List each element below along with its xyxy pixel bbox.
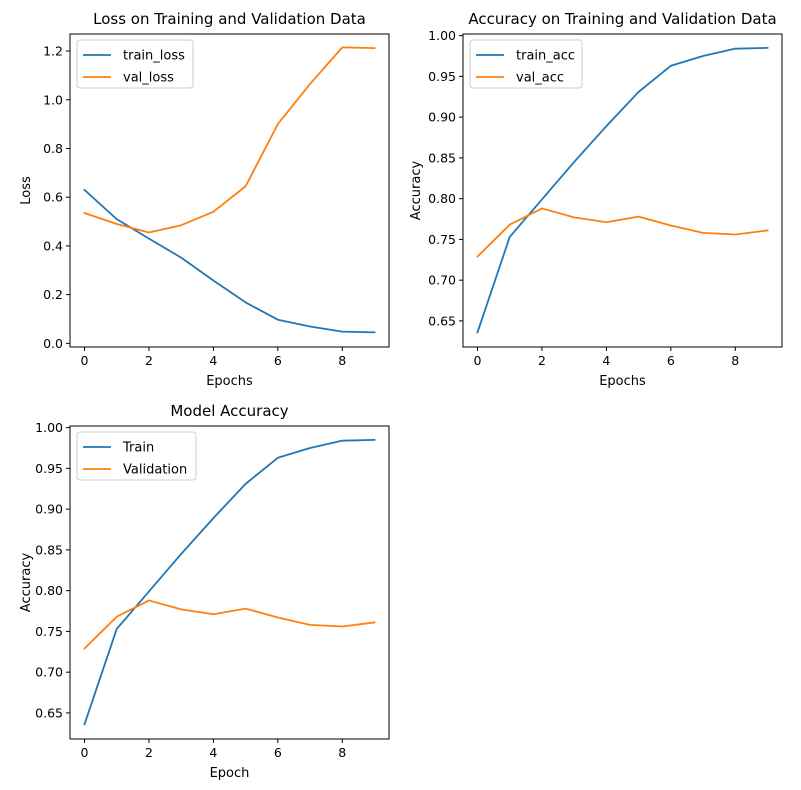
y-tick-label: 0.95 bbox=[35, 461, 63, 476]
y-tick-label: 0.85 bbox=[35, 542, 63, 557]
y-tick-label: 0.2 bbox=[43, 287, 63, 302]
x-tick-label: 0 bbox=[81, 745, 89, 760]
series-line-validation bbox=[83, 599, 376, 650]
chart-title: Accuracy on Training and Validation Data bbox=[468, 10, 776, 28]
chart-panel-2: Accuracy on Training and Validation Data… bbox=[409, 10, 783, 389]
series-line-val-loss bbox=[83, 46, 376, 234]
x-tick-label: 8 bbox=[731, 353, 739, 368]
y-tick-label: 0.75 bbox=[428, 232, 456, 247]
y-tick-label: 0.80 bbox=[428, 191, 456, 206]
y-tick-label: 1.00 bbox=[428, 28, 456, 43]
y-tick-label: 1.00 bbox=[35, 420, 63, 435]
chart-panel-3: Model Accuracy 0 2 4 6 8 0.65 0.70 0.75 0.80 0.85 0… bbox=[19, 402, 390, 781]
series-line-train bbox=[83, 438, 376, 726]
legend-box bbox=[469, 39, 583, 89]
x-tick-label: 4 bbox=[209, 353, 217, 368]
chart-title: Loss on Training and Validation Data bbox=[93, 10, 366, 28]
x-tick-label: 0 bbox=[81, 353, 89, 368]
legend-label: Validation bbox=[123, 463, 187, 478]
x-tick-label: 8 bbox=[338, 745, 346, 760]
x-tick-label: 6 bbox=[274, 745, 282, 760]
y-tick-label: 1.2 bbox=[43, 44, 63, 59]
legend-label: Train bbox=[122, 441, 154, 456]
y-tick-label: 0.8 bbox=[43, 141, 63, 156]
legend-box bbox=[76, 431, 197, 481]
y-tick-label: 0.90 bbox=[428, 110, 456, 125]
plot-frame bbox=[69, 425, 390, 740]
plot-frame bbox=[462, 33, 783, 348]
chart-title: Model Accuracy bbox=[170, 402, 288, 420]
x-axis-label: Epochs bbox=[599, 374, 646, 389]
plot-frame bbox=[69, 33, 390, 348]
y-tick-label: 0.6 bbox=[43, 190, 63, 205]
legend-label: train_acc bbox=[516, 49, 575, 64]
series-line-val-acc bbox=[476, 207, 769, 258]
x-axis-label: Epoch bbox=[210, 766, 250, 781]
y-tick-label: 1.0 bbox=[43, 92, 63, 107]
legend-box bbox=[76, 39, 194, 89]
y-tick-label: 0.75 bbox=[35, 624, 63, 639]
legend: train_acc val_acc bbox=[469, 39, 583, 89]
y-tick-label: 0.90 bbox=[35, 502, 63, 517]
y-tick-label: 0.85 bbox=[428, 150, 456, 165]
x-tick-label: 4 bbox=[209, 745, 217, 760]
x-axis-label: Epochs bbox=[206, 374, 253, 389]
legend-label: train_loss bbox=[123, 49, 185, 64]
x-tick-label: 2 bbox=[145, 745, 153, 760]
y-tick-label: 0.95 bbox=[428, 69, 456, 84]
y-tick-label: 0.80 bbox=[35, 583, 63, 598]
legend-label: val_loss bbox=[123, 71, 174, 86]
chart-panel-1: Loss on Training and Validation Data 0 2 4 6… bbox=[19, 10, 390, 389]
y-tick-label: 0.65 bbox=[428, 313, 456, 328]
y-axis-label: Accuracy bbox=[409, 161, 424, 221]
series-line-train-acc bbox=[476, 46, 769, 334]
legend: train_loss val_loss bbox=[76, 39, 194, 89]
y-tick-label: 0.70 bbox=[428, 273, 456, 288]
x-tick-label: 4 bbox=[602, 353, 610, 368]
x-tick-label: 6 bbox=[274, 353, 282, 368]
legend-label: val_acc bbox=[516, 71, 564, 86]
y-axis-label: Loss bbox=[19, 176, 34, 205]
y-tick-label: 0.4 bbox=[43, 238, 63, 253]
legend: Train Validation bbox=[76, 431, 197, 481]
x-tick-label: 8 bbox=[338, 353, 346, 368]
x-tick-label: 2 bbox=[538, 353, 546, 368]
x-tick-label: 0 bbox=[474, 353, 482, 368]
y-axis-label: Accuracy bbox=[19, 553, 34, 613]
x-tick-label: 6 bbox=[667, 353, 675, 368]
x-tick-label: 2 bbox=[145, 353, 153, 368]
y-tick-label: 0.65 bbox=[35, 705, 63, 720]
y-tick-label: 0.0 bbox=[43, 336, 63, 351]
series-line-train-loss bbox=[83, 188, 376, 334]
y-tick-label: 0.70 bbox=[35, 665, 63, 680]
